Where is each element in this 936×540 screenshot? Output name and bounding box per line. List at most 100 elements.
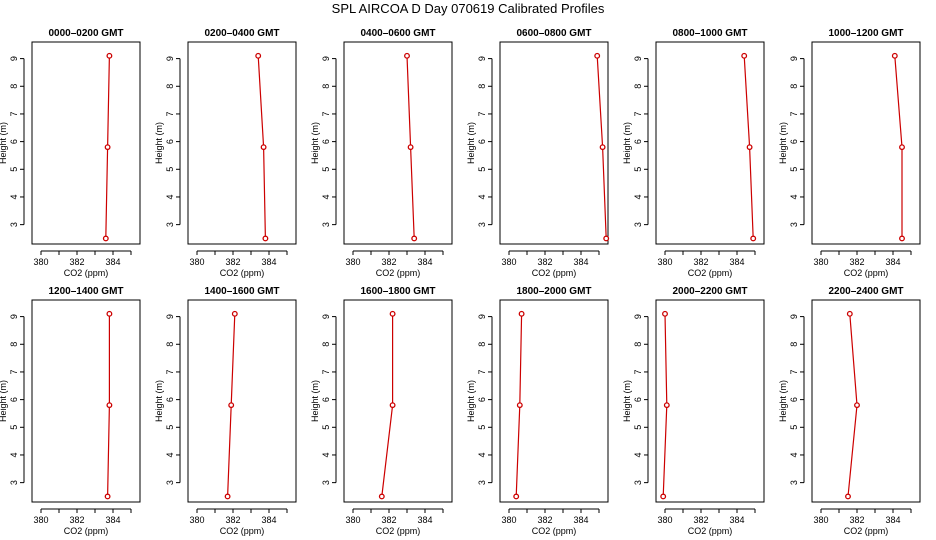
- plot-frame: [187, 299, 297, 503]
- data-point: [411, 235, 418, 242]
- y-tick-label: 7: [789, 369, 799, 374]
- y-tick-label: 5: [321, 167, 331, 172]
- y-tick-label: 8: [321, 342, 331, 347]
- y-tick-label: 5: [165, 425, 175, 430]
- x-tick-label: 380: [189, 515, 204, 525]
- x-tick-label: 380: [501, 515, 516, 525]
- y-tick-label: 4: [9, 452, 19, 457]
- x-tick-label: 380: [33, 257, 48, 267]
- y-tick-label: 8: [9, 342, 19, 347]
- x-tick-label: 384: [885, 515, 900, 525]
- panel-title: 0400–0600 GMT: [360, 28, 435, 39]
- x-tick-label: 382: [225, 257, 240, 267]
- x-axis-label: CO2 (ppm): [532, 526, 577, 536]
- x-tick-label: 380: [345, 515, 360, 525]
- data-point: [104, 493, 111, 500]
- y-tick-label: 4: [165, 194, 175, 199]
- y-axis-label: Height (m): [0, 380, 8, 422]
- y-tick-label: 9: [477, 314, 487, 319]
- y-tick-label: 3: [9, 222, 19, 227]
- x-tick-label: 382: [693, 515, 708, 525]
- plot-frame: [187, 41, 297, 245]
- y-tick-label: 3: [9, 480, 19, 485]
- y-tick-label: 4: [477, 194, 487, 199]
- y-axis-label: Height (m): [778, 122, 788, 164]
- data-point: [104, 144, 111, 151]
- data-point: [106, 52, 113, 59]
- x-axis-label: CO2 (ppm): [376, 526, 421, 536]
- y-axis-label: Height (m): [154, 380, 164, 422]
- y-tick-label: 5: [633, 167, 643, 172]
- y-tick-label: 7: [321, 369, 331, 374]
- data-point: [891, 52, 898, 59]
- x-tick-label: 384: [261, 257, 276, 267]
- y-tick-label: 7: [321, 111, 331, 116]
- data-point: [746, 144, 753, 151]
- panel-title: 1400–1600 GMT: [204, 286, 279, 297]
- panel-title: 1200–1400 GMT: [48, 286, 123, 297]
- y-tick-label: 8: [321, 84, 331, 89]
- x-tick-label: 380: [813, 515, 828, 525]
- y-tick-label: 3: [165, 480, 175, 485]
- plot-frame: [499, 299, 609, 503]
- x-tick-label: 384: [261, 515, 276, 525]
- data-point: [663, 402, 670, 409]
- data-point: [262, 235, 269, 242]
- x-tick-label: 382: [537, 257, 552, 267]
- plot-frame: [811, 41, 921, 245]
- x-tick-label: 382: [693, 257, 708, 267]
- panel-title: 0600–0800 GMT: [516, 28, 591, 39]
- panel-title: 2000–2200 GMT: [672, 286, 747, 297]
- y-tick-label: 8: [165, 84, 175, 89]
- y-tick-label: 3: [633, 222, 643, 227]
- x-tick-label: 382: [225, 515, 240, 525]
- x-tick-label: 382: [849, 515, 864, 525]
- y-tick-label: 5: [477, 425, 487, 430]
- y-axis-label: Height (m): [466, 122, 476, 164]
- x-tick-label: 382: [381, 257, 396, 267]
- x-tick-label: 380: [189, 257, 204, 267]
- y-tick-label: 8: [9, 84, 19, 89]
- y-tick-label: 3: [477, 222, 487, 227]
- x-tick-label: 380: [33, 515, 48, 525]
- data-point: [899, 235, 905, 242]
- data-point: [660, 493, 667, 500]
- x-tick-label: 380: [657, 515, 672, 525]
- y-tick-label: 6: [477, 139, 487, 144]
- y-tick-label: 7: [165, 111, 175, 116]
- y-tick-label: 9: [633, 314, 643, 319]
- panel-title: 0000–0200 GMT: [48, 28, 123, 39]
- y-tick-label: 7: [9, 111, 19, 116]
- y-tick-label: 4: [321, 452, 331, 457]
- y-tick-label: 9: [165, 56, 175, 61]
- plot-frame: [499, 41, 609, 245]
- data-point: [513, 493, 520, 500]
- y-tick-label: 6: [321, 139, 331, 144]
- y-tick-label: 5: [789, 167, 799, 172]
- plot-frame: [655, 299, 765, 503]
- x-axis-label: CO2 (ppm): [220, 268, 265, 278]
- y-tick-label: 7: [477, 369, 487, 374]
- data-point: [404, 52, 410, 59]
- x-tick-label: 384: [573, 257, 588, 267]
- x-tick-label: 384: [105, 257, 120, 267]
- y-tick-label: 8: [789, 342, 799, 347]
- y-tick-label: 3: [633, 480, 643, 485]
- x-tick-label: 380: [657, 257, 672, 267]
- panel-title: 2200–2400 GMT: [828, 286, 903, 297]
- x-tick-label: 384: [729, 515, 744, 525]
- y-tick-label: 6: [165, 139, 175, 144]
- y-tick-label: 7: [9, 369, 19, 374]
- y-tick-label: 5: [9, 167, 19, 172]
- y-tick-label: 6: [9, 397, 19, 402]
- y-axis-label: Height (m): [466, 380, 476, 422]
- data-point: [102, 235, 109, 242]
- data-point: [854, 402, 860, 409]
- y-tick-label: 6: [477, 397, 487, 402]
- y-tick-label: 4: [633, 194, 643, 199]
